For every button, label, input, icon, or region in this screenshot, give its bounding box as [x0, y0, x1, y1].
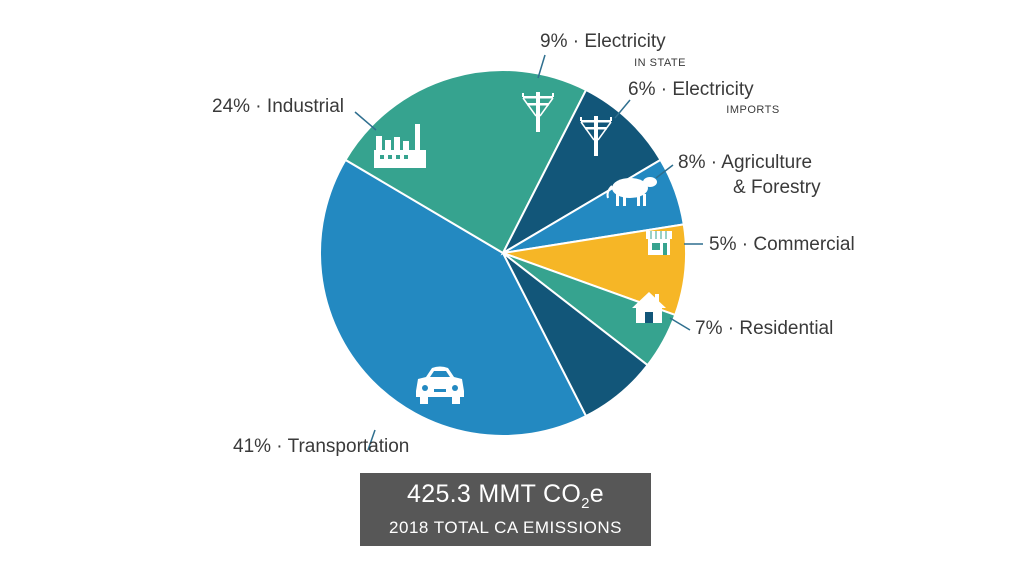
total-value-subscript: 2: [581, 495, 590, 512]
power-pole-icon: [522, 92, 554, 132]
slice-agriculture-forestry: [502, 223, 687, 317]
total-value-tail: e: [589, 480, 604, 508]
total-emissions-box: 425.3 MMT CO2e 2018 TOTAL CA EMISSIONS: [360, 473, 651, 546]
slice-icons: [374, 92, 672, 404]
slice-transportation: [319, 158, 588, 437]
slice-label: 8% · Agriculture: [678, 152, 812, 173]
store-icon: [646, 231, 672, 255]
leader-line: [367, 429, 376, 451]
total-value-main: 425.3 MMT CO: [407, 480, 582, 508]
slice-electricity-in-state: [500, 88, 662, 256]
leader-line: [354, 111, 377, 131]
slice-label: 6% · Electricity: [628, 79, 754, 100]
slice-labels: 41% · Transportation 24% · Industrial 9% ·…: [212, 31, 855, 457]
slice-label: 24% · Industrial: [212, 96, 344, 117]
house-icon: [632, 292, 666, 323]
leader-lines: [354, 54, 703, 451]
total-emissions-caption: 2018 TOTAL CA EMISSIONS: [389, 518, 622, 537]
power-pole-icon: [580, 116, 612, 156]
slice-label: 7% · Residential: [695, 318, 833, 339]
leader-line: [655, 164, 674, 179]
slice-label: 9% · Electricity: [540, 31, 666, 52]
car-icon: [416, 366, 464, 404]
pie-slices: [319, 69, 687, 437]
total-emissions-value: 425.3 MMT CO2e: [360, 480, 651, 512]
cow-icon: [606, 177, 657, 206]
slice-label-line2: & Forestry: [733, 177, 821, 198]
leader-line: [537, 54, 546, 79]
slice-label: 41% · Transportation: [233, 436, 409, 457]
slice-label: 5% · Commercial: [709, 234, 855, 255]
slice-sublabel: IN STATE: [634, 57, 686, 69]
slice-sublabel: IMPORTS: [726, 104, 779, 116]
leader-line: [614, 99, 631, 119]
slice-residential: [502, 252, 650, 418]
leader-line: [669, 317, 691, 331]
factory-icon: [374, 124, 426, 168]
